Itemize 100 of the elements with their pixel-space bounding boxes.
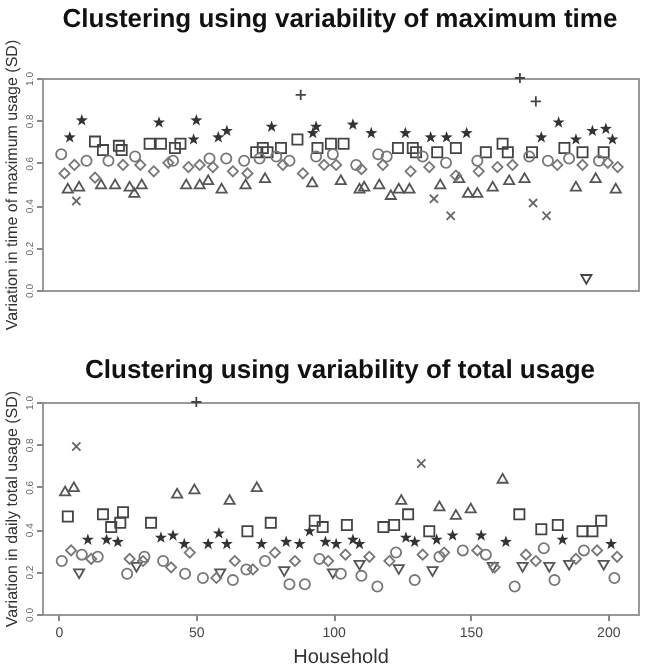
- chart-title: Clustering using variability of total usage: [85, 353, 595, 384]
- point: [71, 441, 82, 452]
- point: [182, 161, 195, 174]
- point: [68, 158, 81, 171]
- point: [334, 567, 347, 580]
- point: [174, 137, 187, 150]
- point: [96, 144, 109, 157]
- point: [162, 156, 175, 169]
- point: [319, 535, 332, 548]
- point: [399, 531, 412, 543]
- point: [310, 120, 323, 132]
- point: [288, 555, 301, 567]
- point: [117, 158, 130, 171]
- point: [593, 154, 605, 167]
- point: [608, 571, 621, 584]
- point: [479, 548, 492, 561]
- point: [569, 133, 582, 145]
- point: [541, 210, 552, 221]
- point: [193, 178, 206, 190]
- point: [408, 535, 421, 548]
- point: [112, 139, 125, 152]
- point: [548, 574, 561, 587]
- point: [334, 174, 347, 186]
- point: [355, 163, 368, 176]
- point: [89, 135, 102, 148]
- point: [589, 172, 602, 183]
- point: [71, 195, 82, 206]
- x-axis-title: Household: [293, 647, 389, 669]
- point: [430, 533, 443, 545]
- point: [239, 178, 252, 190]
- point: [404, 165, 417, 178]
- point: [330, 537, 343, 550]
- point: [513, 508, 526, 521]
- point: [145, 516, 158, 529]
- point: [264, 516, 277, 529]
- point: [206, 161, 219, 174]
- point: [506, 158, 519, 171]
- point: [535, 523, 548, 536]
- point: [529, 555, 542, 567]
- point: [391, 141, 404, 154]
- point: [449, 141, 462, 154]
- point: [180, 178, 193, 190]
- point: [188, 483, 201, 495]
- point: [388, 518, 401, 531]
- point: [61, 510, 74, 523]
- point: [105, 521, 118, 534]
- point: [431, 146, 444, 159]
- point: [114, 516, 127, 529]
- point: [535, 131, 548, 143]
- point: [353, 182, 366, 194]
- point: [316, 521, 329, 534]
- point: [611, 550, 624, 563]
- point: [91, 550, 104, 563]
- point: [363, 550, 376, 563]
- point: [576, 158, 589, 171]
- point: [558, 141, 571, 154]
- point: [486, 180, 499, 192]
- point: [95, 178, 108, 190]
- point: [212, 131, 225, 143]
- point: [350, 158, 363, 171]
- point: [595, 514, 608, 527]
- point: [253, 152, 266, 165]
- point: [406, 141, 419, 154]
- point: [202, 537, 215, 550]
- point: [395, 494, 408, 505]
- point: [340, 518, 353, 531]
- point: [165, 561, 178, 574]
- point: [129, 150, 142, 163]
- point: [154, 137, 167, 150]
- point: [96, 508, 109, 521]
- point: [392, 564, 405, 575]
- point: [135, 178, 148, 190]
- point: [61, 182, 74, 194]
- point: [606, 133, 619, 145]
- point: [472, 165, 485, 178]
- point: [215, 182, 228, 194]
- point: [551, 518, 564, 531]
- point: [377, 521, 390, 534]
- point: [371, 580, 384, 593]
- point: [259, 172, 272, 183]
- point: [609, 182, 622, 194]
- point: [310, 150, 323, 163]
- point: [563, 152, 576, 165]
- point: [128, 187, 141, 198]
- point: [461, 187, 474, 198]
- point: [423, 161, 436, 174]
- point: [157, 555, 170, 567]
- point: [355, 569, 368, 582]
- point: [372, 148, 385, 161]
- point: [605, 537, 618, 550]
- point: [85, 552, 98, 565]
- point: [270, 150, 283, 163]
- point: [298, 578, 311, 591]
- point: [291, 133, 304, 146]
- point: [339, 548, 352, 561]
- point: [187, 133, 200, 145]
- point: [410, 146, 423, 159]
- point: [556, 533, 569, 545]
- point: [73, 568, 86, 580]
- point: [130, 562, 143, 573]
